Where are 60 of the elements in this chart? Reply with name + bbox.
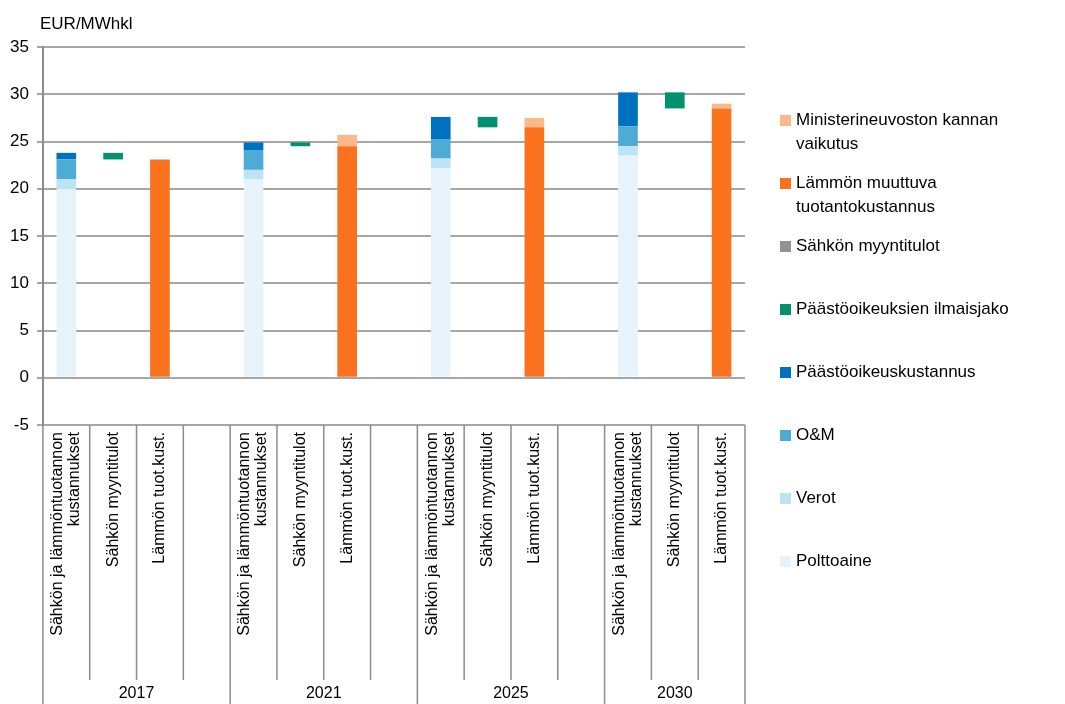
x-tick-label: Sähkön ja lämmöntuotannon kustannukset xyxy=(48,431,83,636)
legend-label: Polttoaine xyxy=(796,550,872,572)
bar xyxy=(430,167,451,377)
bar xyxy=(56,152,77,160)
bar xyxy=(56,188,77,377)
x-tick-label: Sähkön ja lämmöntuotannon kustannukset xyxy=(422,431,457,636)
y-tick-label: 30 xyxy=(9,83,29,103)
text: 2017 xyxy=(118,684,155,702)
bar xyxy=(477,116,498,128)
x-tick-label: Sähkön myyntitulot xyxy=(477,431,495,568)
legend-label: O&M xyxy=(796,424,835,446)
legend-label: Verot xyxy=(796,487,836,509)
bar xyxy=(430,139,451,159)
x-tick-label: Sähkön myyntitulot xyxy=(665,431,683,568)
bar xyxy=(618,155,638,377)
bar xyxy=(243,142,264,151)
x-tick-label: Lämmön tuot.kust. xyxy=(524,432,542,564)
bar xyxy=(524,127,545,377)
legend-label: Sähkön myyntitulot xyxy=(796,235,940,257)
y-tick-label: 25 xyxy=(9,131,29,151)
bar xyxy=(150,159,170,377)
bar xyxy=(56,159,77,180)
x-tick-label: Lämmön tuot.kust. xyxy=(150,432,168,564)
y-tick-label: 20 xyxy=(9,178,29,198)
text: 2030 xyxy=(656,684,693,702)
y-tick-label: 15 xyxy=(9,225,29,245)
bar xyxy=(337,146,357,377)
bar xyxy=(711,108,732,377)
y-tick-label: -5 xyxy=(13,414,29,434)
bar xyxy=(56,179,77,189)
legend-label: Päästöoikeuksien ilmaisjako xyxy=(796,298,1009,320)
bar xyxy=(103,152,123,160)
y-tick-label: 10 xyxy=(9,272,29,292)
bar xyxy=(290,142,311,147)
bar xyxy=(243,150,264,170)
y-tick-label: 35 xyxy=(9,36,29,56)
x-tick-label: Lämmön tuot.kust. xyxy=(337,432,355,564)
bar xyxy=(618,146,638,156)
x-tick-label: Sähkön myyntitulot xyxy=(290,431,308,568)
bar xyxy=(618,92,638,127)
x-tick-label: Sähkön ja lämmöntuotannon kustannukset xyxy=(235,431,270,636)
bar xyxy=(430,158,451,168)
y-axis-title: EUR/MWhkl xyxy=(40,13,133,33)
text: 2021 xyxy=(305,684,342,702)
legend-label: Päästöoikeuskustannus xyxy=(796,361,976,383)
bar xyxy=(524,117,545,128)
bar xyxy=(430,116,451,140)
legend-label: Lämmön muuttuva tuotantokustannus xyxy=(796,172,938,218)
bar xyxy=(664,92,685,109)
bar xyxy=(337,134,357,147)
bar xyxy=(618,126,638,147)
y-tick-label: 5 xyxy=(19,320,29,340)
bar xyxy=(243,169,264,180)
x-tick-label: Sähkön myyntitulot xyxy=(103,431,121,568)
x-tick-label: Sähkön ja lämmöntuotannon kustannukset xyxy=(609,431,644,636)
x-tick-label: Lämmön tuot.kust. xyxy=(712,432,729,564)
bar xyxy=(243,179,264,377)
y-tick-label: 0 xyxy=(19,367,29,387)
legend-label: Ministerineuvoston kannan vaikutus xyxy=(796,109,1000,155)
text: 2025 xyxy=(493,684,529,702)
